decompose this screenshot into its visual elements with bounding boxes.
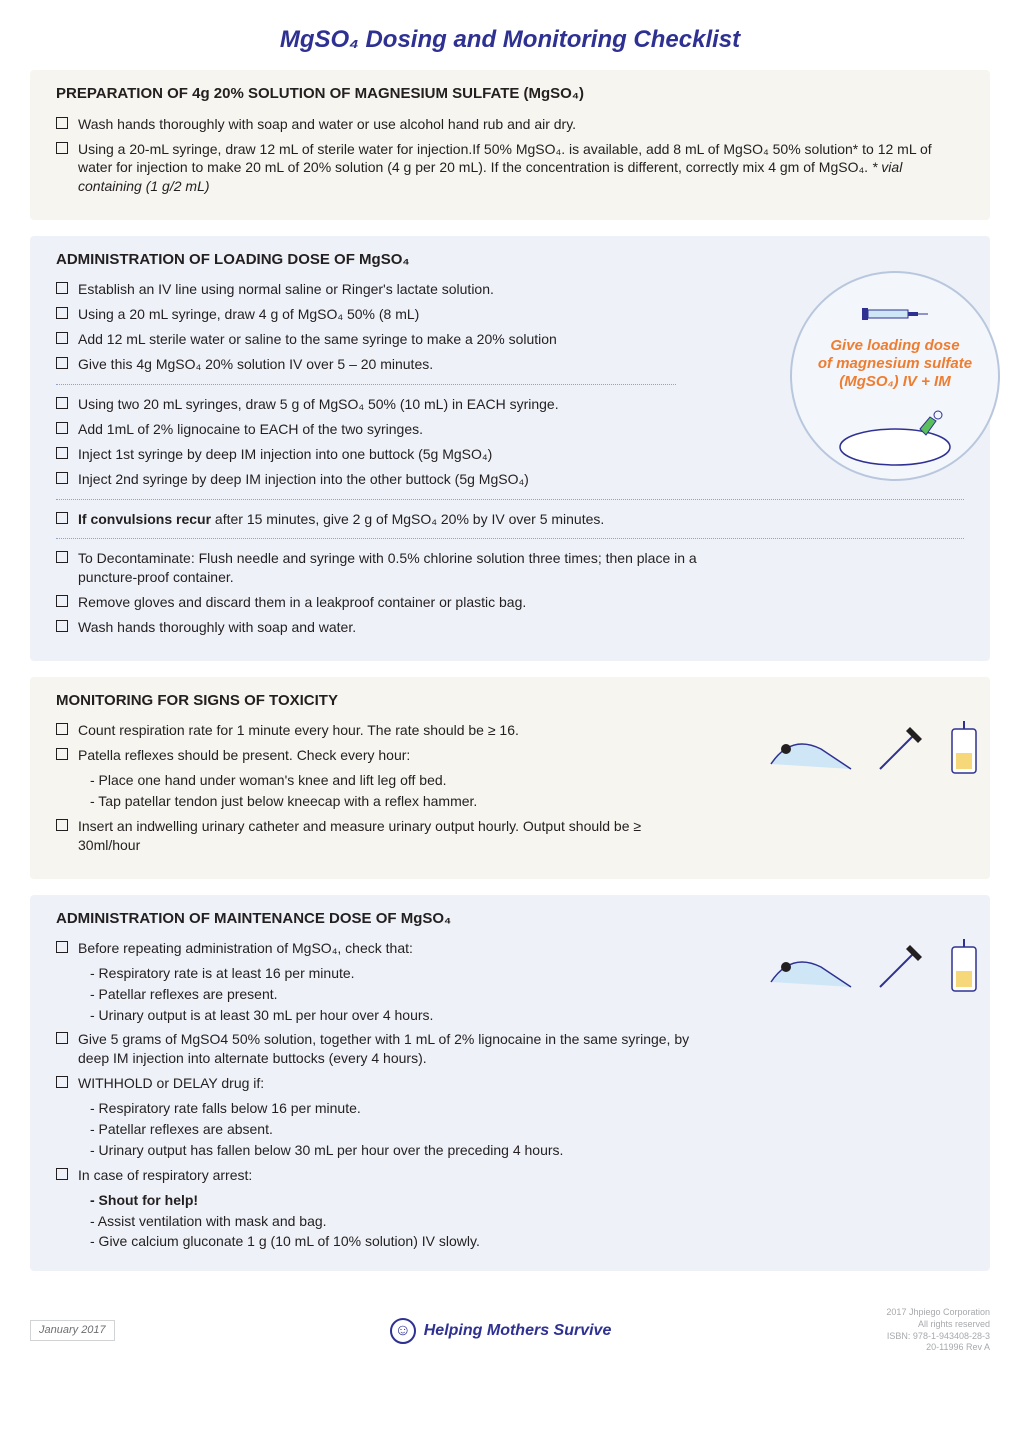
prep-item-1-text: Wash hands thoroughly with soap and wate… xyxy=(78,115,964,134)
prep-item-2-text: Using a 20-mL syringe, draw 12 mL of ste… xyxy=(78,140,964,197)
checkbox-icon xyxy=(56,941,68,953)
monitoring-heading: MONITORING FOR SIGNS OF TOXICITY xyxy=(56,691,964,711)
brand-logo-icon: ☺ xyxy=(390,1318,416,1344)
section-preparation: PREPARATION OF 4g 20% SOLUTION OF MAGNES… xyxy=(30,70,990,220)
page-footer: January 2017 ☺ Helping Mothers Survive 2… xyxy=(0,1297,1020,1368)
maint-item-1-sub: - Respiratory rate is at least 16 per mi… xyxy=(90,964,696,1025)
admin-g2-4: Inject 2nd syringe by deep IM injection … xyxy=(56,470,696,489)
patella-reflex-icon xyxy=(766,719,856,779)
maint-item-4: In case of respiratory arrest: xyxy=(56,1166,696,1185)
section-monitoring: MONITORING FOR SIGNS OF TOXICITY Count r… xyxy=(30,677,990,879)
checkbox-icon xyxy=(56,357,68,369)
checkbox-icon xyxy=(56,307,68,319)
page-title: MgSO₄ Dosing and Monitoring Checklist xyxy=(30,24,990,56)
checkbox-icon xyxy=(56,422,68,434)
admin-g1-4: Give this 4g MgSO₄ 20% solution IV over … xyxy=(56,355,696,374)
dotted-divider xyxy=(56,499,964,500)
admin-g3-2: Remove gloves and discard them in a leak… xyxy=(56,593,964,612)
mon-item-3: Insert an indwelling urinary catheter an… xyxy=(56,817,696,855)
footer-legal: 2017 Jhpiego Corporation All rights rese… xyxy=(886,1307,990,1354)
checkbox-icon xyxy=(56,472,68,484)
checkbox-icon xyxy=(56,397,68,409)
checkbox-icon xyxy=(56,595,68,607)
patient-body-icon xyxy=(825,397,965,467)
admin-g1-3: Add 12 mL sterile water or saline to the… xyxy=(56,330,696,349)
loading-dose-illustration: Give loading dose of magnesium sulfate (… xyxy=(790,271,1000,481)
maintenance-heading: ADMINISTRATION OF MAINTENANCE DOSE OF Mg… xyxy=(56,909,964,929)
footer-date: January 2017 xyxy=(30,1320,115,1341)
admin-g1-2: Using a 20 mL syringe, draw 4 g of MgSO₄… xyxy=(56,305,696,324)
dotted-divider xyxy=(56,538,964,539)
checkbox-icon xyxy=(56,819,68,831)
checkbox-icon xyxy=(56,723,68,735)
checkbox-icon xyxy=(56,1032,68,1044)
monitoring-illustration xyxy=(766,719,984,779)
maint-item-3: WITHHOLD or DELAY drug if: xyxy=(56,1074,696,1093)
checkbox-icon xyxy=(56,1168,68,1180)
maint-item-3-sub: - Respiratory rate falls below 16 per mi… xyxy=(90,1099,696,1160)
admin-g3-1: To Decontaminate: Flush needle and syrin… xyxy=(56,549,964,587)
maint-item-1: Before repeating administration of MgSO₄… xyxy=(56,939,696,958)
section-maintenance: ADMINISTRATION OF MAINTENANCE DOSE OF Mg… xyxy=(30,895,990,1272)
dotted-divider xyxy=(56,384,676,385)
checkbox-icon xyxy=(56,282,68,294)
footer-brand: ☺ Helping Mothers Survive xyxy=(390,1318,612,1344)
urine-collection-icon xyxy=(944,937,984,997)
checkbox-icon xyxy=(56,447,68,459)
patella-reflex-icon xyxy=(766,937,856,997)
admin-g2-3: Inject 1st syringe by deep IM injection … xyxy=(56,445,696,464)
admin-g1-1: Establish an IV line using normal saline… xyxy=(56,280,696,299)
prep-item-1: Wash hands thoroughly with soap and wate… xyxy=(56,115,964,134)
maint-item-4-sub: - Shout for help! - Assist ventilation w… xyxy=(90,1191,696,1252)
checkbox-icon xyxy=(56,142,68,154)
reflex-hammer-icon xyxy=(870,719,930,779)
mon-item-2-sub: - Place one hand under woman's knee and … xyxy=(90,771,696,811)
checkbox-icon xyxy=(56,620,68,632)
section-administration-loading: ADMINISTRATION OF LOADING DOSE OF MgSO₄ … xyxy=(30,236,990,661)
maint-item-2: Give 5 grams of MgSO4 50% solution, toge… xyxy=(56,1030,696,1068)
checkbox-icon xyxy=(56,117,68,129)
checkbox-icon xyxy=(56,551,68,563)
prep-item-2: Using a 20-mL syringe, draw 12 mL of ste… xyxy=(56,140,964,197)
admin-recur: If convulsions recur after 15 minutes, g… xyxy=(56,510,964,529)
preparation-heading: PREPARATION OF 4g 20% SOLUTION OF MAGNES… xyxy=(56,84,964,104)
checkbox-icon xyxy=(56,748,68,760)
admin-g2-2: Add 1mL of 2% lignocaine to EACH of the … xyxy=(56,420,696,439)
maintenance-illustration xyxy=(766,937,984,997)
admin-g2-1: Using two 20 mL syringes, draw 5 g of Mg… xyxy=(56,395,696,414)
admin-heading: ADMINISTRATION OF LOADING DOSE OF MgSO₄ xyxy=(56,250,964,270)
reflex-hammer-icon xyxy=(870,937,930,997)
admin-g3-3: Wash hands thoroughly with soap and wate… xyxy=(56,618,964,637)
checkbox-icon xyxy=(56,332,68,344)
urine-collection-icon xyxy=(944,719,984,779)
checkbox-icon xyxy=(56,1076,68,1088)
syringe-icon xyxy=(860,303,930,333)
loading-dose-caption: Give loading dose of magnesium sulfate (… xyxy=(804,337,986,391)
mon-item-2: Patella reflexes should be present. Chec… xyxy=(56,746,696,765)
mon-item-1: Count respiration rate for 1 minute ever… xyxy=(56,721,696,740)
checkbox-icon xyxy=(56,512,68,524)
